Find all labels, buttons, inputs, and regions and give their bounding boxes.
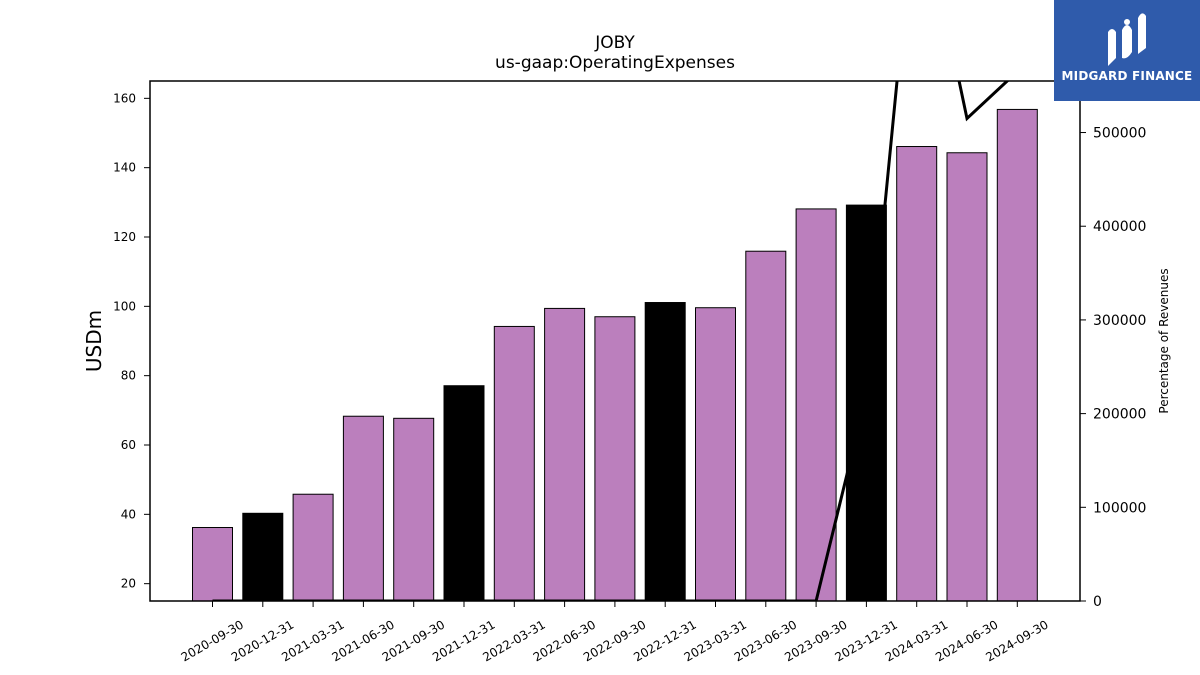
- y2-tick-label-100000: 100000: [1093, 500, 1146, 516]
- midgard-logo-icon: [1108, 13, 1146, 66]
- y2-tick-label-300000: 300000: [1093, 313, 1146, 329]
- y2-axis-label: Percentage of Revenues: [1157, 268, 1171, 413]
- chart-title: JOBY: [595, 33, 635, 53]
- chart-subtitle: us-gaap:OperatingExpenses: [495, 53, 735, 73]
- logo-text: MIDGARD FINANCE: [1061, 69, 1193, 83]
- y-tick-label-160: 160: [113, 91, 136, 105]
- bar-2024-09-30: [996, 108, 1038, 601]
- bar-2022-09-30: [594, 316, 636, 601]
- bar-2022-06-30: [544, 307, 586, 601]
- bar-2024-06-30: [946, 152, 988, 601]
- bar-2023-09-30: [795, 208, 837, 601]
- brand-logo: MIDGARD FINANCE: [1054, 0, 1200, 101]
- bar-2020-12-31: [242, 512, 284, 601]
- bar-2021-09-30: [393, 417, 435, 601]
- y-tick-label-60: 60: [121, 438, 136, 452]
- y-tick-label-120: 120: [113, 230, 136, 244]
- y2-tick-label-400000: 400000: [1093, 219, 1146, 235]
- bar-2021-06-30: [342, 415, 384, 601]
- line-group: [212, 81, 1010, 601]
- bar-2020-09-30: [192, 527, 233, 601]
- bar-2021-12-31: [443, 385, 485, 601]
- y2-tick-label-200000: 200000: [1093, 407, 1146, 423]
- bar-2023-06-30: [745, 250, 787, 601]
- y-tick-label-40: 40: [121, 507, 136, 521]
- bar-2022-03-31: [493, 325, 535, 601]
- y-tick-label-140: 140: [113, 161, 136, 175]
- y-axis-label: USDm: [82, 310, 106, 372]
- y-tick-label-20: 20: [121, 577, 136, 591]
- y-tick-label-100: 100: [113, 299, 136, 313]
- bar-2023-03-31: [695, 307, 736, 601]
- bar-2024-03-31: [896, 146, 938, 601]
- y2-tick-label-500000: 500000: [1093, 126, 1146, 142]
- bar-2021-03-31: [292, 493, 334, 601]
- pct-revenue-line: [212, 81, 1010, 601]
- bars-group: [192, 108, 1038, 601]
- y-tick-label-80: 80: [121, 369, 136, 383]
- bar-2022-12-31: [644, 302, 686, 601]
- y2-tick-label-0: 0: [1093, 594, 1102, 610]
